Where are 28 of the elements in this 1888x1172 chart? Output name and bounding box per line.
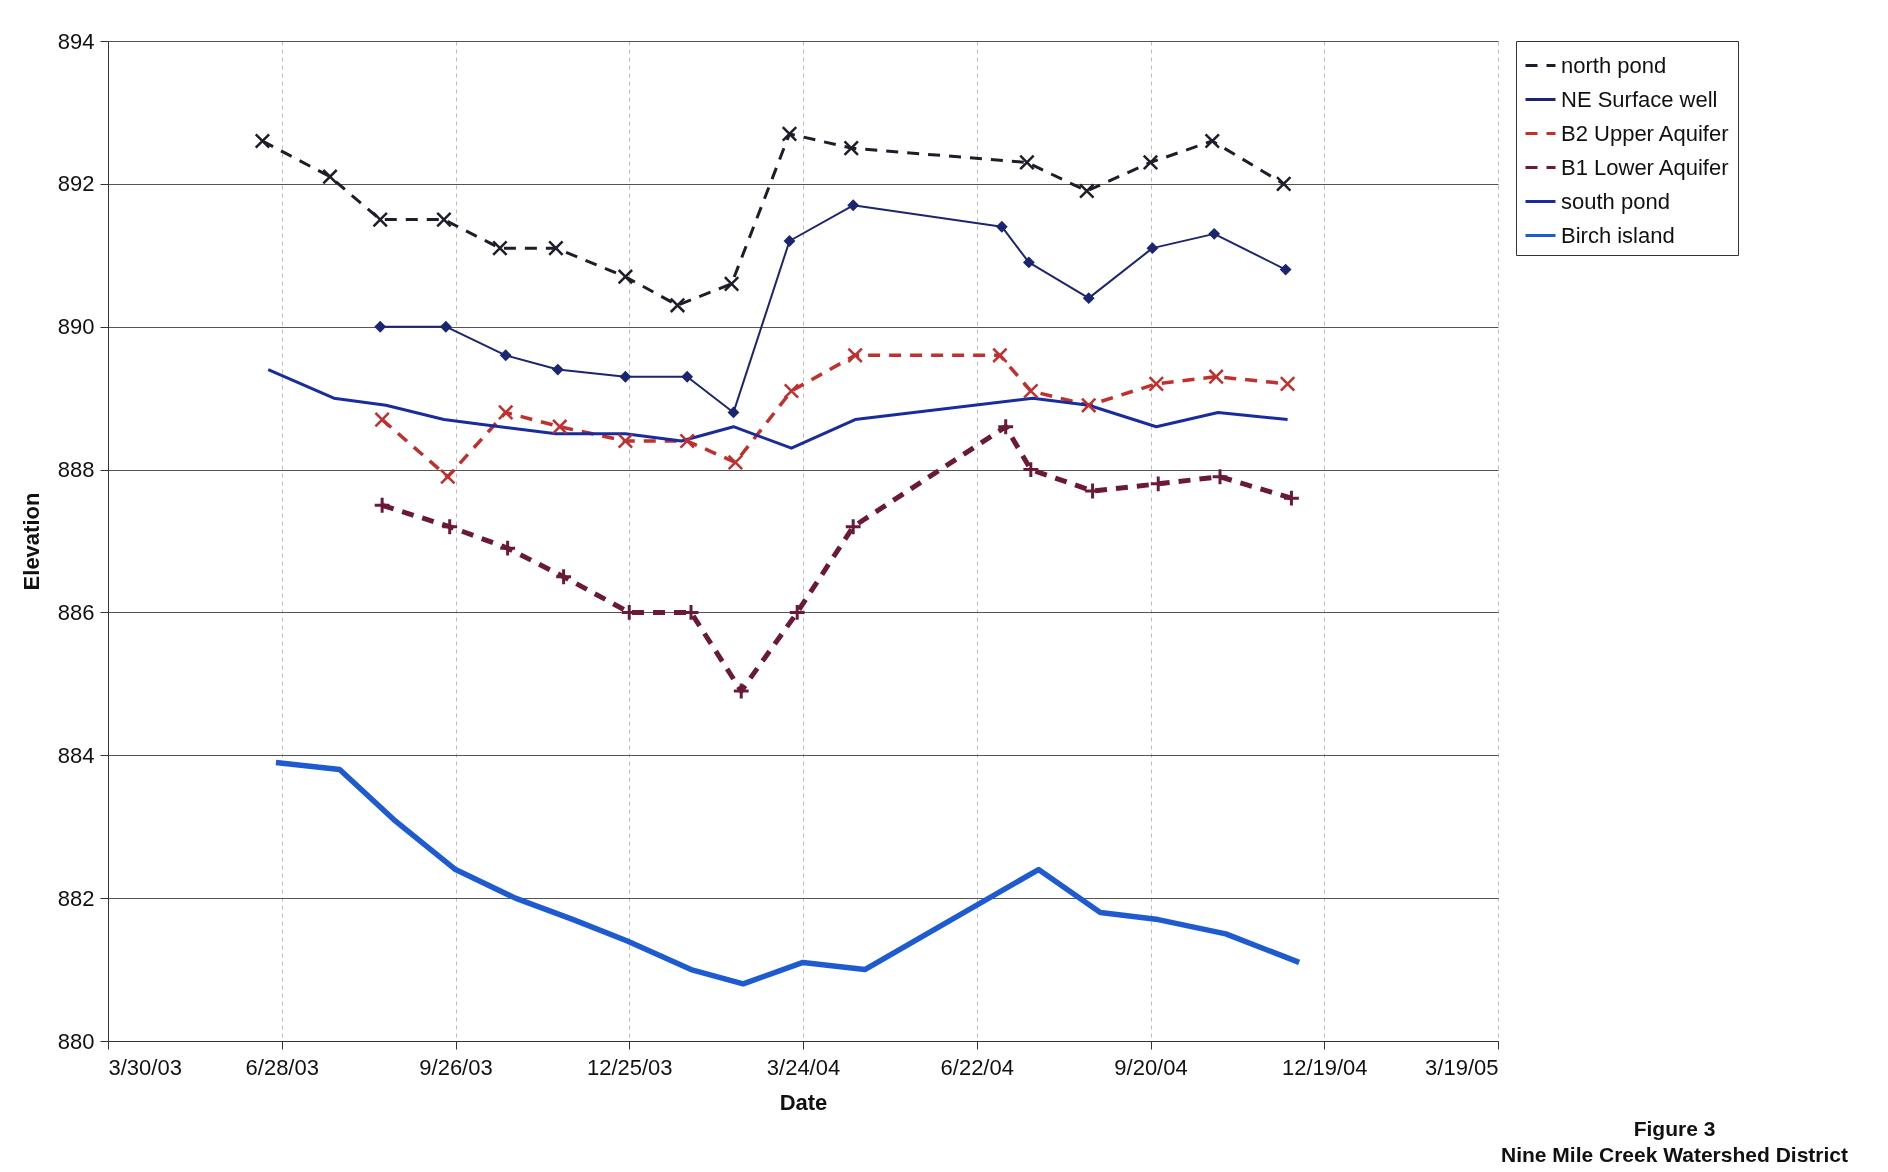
y-tick-label: 886 <box>57 599 95 625</box>
y-tick-label: 880 <box>57 1028 95 1054</box>
x-tick-label: 12/25/03 <box>586 1054 673 1080</box>
y-tick-label: 892 <box>57 171 95 197</box>
y-tick-label: 894 <box>57 28 95 54</box>
x-tick-label: 6/22/04 <box>940 1054 1014 1080</box>
y-axis-title: Elevation <box>18 492 44 591</box>
x-tick-label: 9/26/03 <box>419 1054 493 1080</box>
x-tick-label: 6/28/03 <box>245 1054 319 1080</box>
y-tick-label: 888 <box>57 457 95 483</box>
line-series <box>266 368 1290 450</box>
legend-label: B1 Lower Aquifer <box>1561 154 1729 180</box>
text: Nine Mile Creek Watershed District <box>1501 1142 1848 1168</box>
y-tick-label: 890 <box>57 314 95 340</box>
y-tick-label: 884 <box>57 742 95 768</box>
x-axis-title: Date <box>779 1089 828 1115</box>
legend-label: north pond <box>1561 52 1667 78</box>
caption: Figure 3 <box>1632 1116 1717 1142</box>
legend-label: south pond <box>1561 188 1670 214</box>
x-tick-label: 9/20/04 <box>1114 1054 1188 1080</box>
x-tick-label: 12/19/04 <box>1281 1054 1368 1080</box>
y-tick-label: 882 <box>57 885 95 911</box>
x-tick-label: 3/19/05 <box>1425 1054 1499 1080</box>
x-tick-label: 3/30/03 <box>108 1054 182 1080</box>
legend-label: NE Surface well <box>1561 86 1718 112</box>
x-tick-label: 3/24/04 <box>766 1054 841 1080</box>
legend-label: Birch island <box>1561 222 1675 248</box>
legend-label: B2 Upper Aquifer <box>1561 120 1729 146</box>
